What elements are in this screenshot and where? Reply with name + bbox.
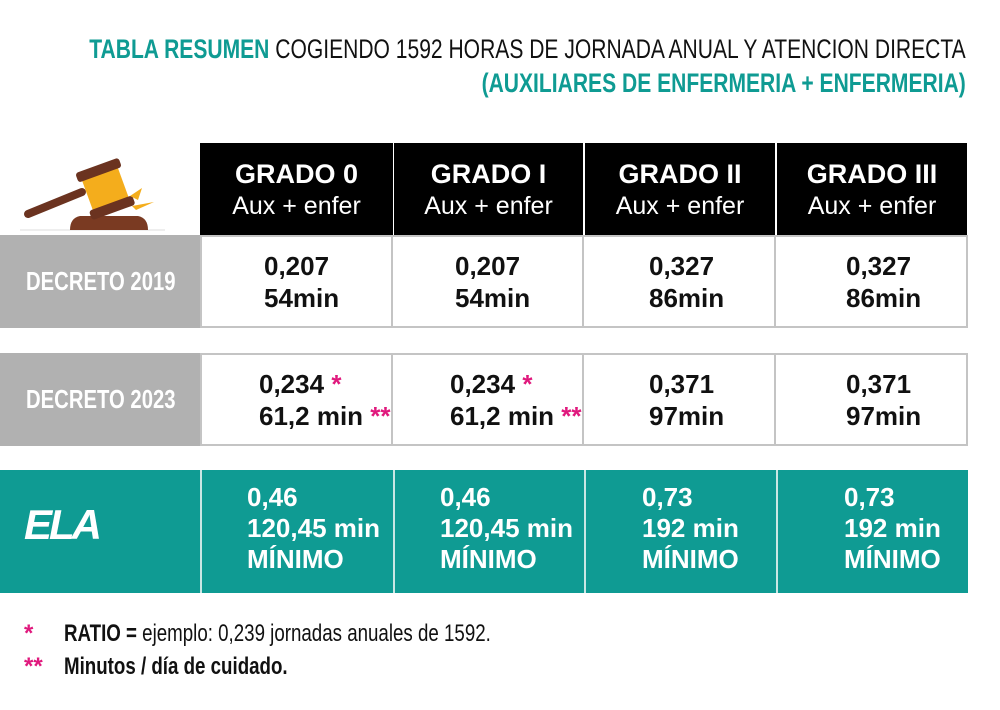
cell-2019-grado-1: 0,207 54min — [393, 235, 584, 328]
ratio: 0,327 — [846, 251, 912, 281]
minutes: 192 min — [642, 513, 739, 543]
column-header-grado-1: GRADO I Aux + enfer — [394, 143, 583, 235]
minutes: 120,45 min — [440, 513, 573, 543]
column-header-grado-3: GRADO III Aux + enfer — [777, 143, 967, 235]
minimum-label: MÍNIMO — [642, 544, 739, 574]
grado-sub: Aux + enfer — [424, 192, 553, 220]
minutes: 97min — [649, 401, 725, 431]
row-label-text: DECRETO 2019 — [26, 266, 176, 296]
minutes: 54min — [455, 283, 531, 313]
cell-ela-grado-2: 0,73 192 min MÍNIMO — [584, 470, 776, 593]
grado-sub: Aux + enfer — [807, 192, 937, 220]
cell-2023-grado-2: 0,371 97min — [584, 353, 776, 446]
footnote-bold: Minutos / día de cuidado. — [64, 653, 288, 680]
cell-ela-grado-3: 0,73 192 min MÍNIMO — [776, 470, 968, 593]
ratio: 0,73 — [642, 482, 693, 512]
minimum-label: MÍNIMO — [844, 544, 941, 574]
minutes: 61,2 min — [450, 401, 555, 431]
minimum-label: MÍNIMO — [247, 544, 344, 574]
row-label-text: DECRETO 2023 — [26, 384, 176, 414]
cell-ela-grado-0: 0,46 120,45 min MÍNIMO — [200, 470, 393, 593]
row-label-decreto-2019: DECRETO 2019 — [0, 235, 200, 328]
cell-2019-grado-2: 0,327 86min — [584, 235, 776, 328]
ratio: 0,327 — [649, 251, 715, 281]
ela-logo-text: ELA — [24, 505, 102, 545]
cell-2019-grado-0: 0,207 54min — [200, 235, 393, 328]
footnote-minutes: ** Minutos / día de cuidado. — [24, 653, 351, 681]
title-rest: COGIENDO 1592 HORAS DE JORNADA ANUAL Y A… — [269, 34, 966, 64]
grado-label: GRADO II — [618, 159, 742, 189]
minutes: 61,2 min — [259, 401, 364, 431]
cell-2023-grado-1: 0,234 * 61,2 min ** — [393, 353, 584, 446]
cell-2019-grado-3: 0,327 86min — [776, 235, 968, 328]
ratio: 0,207 — [264, 251, 330, 281]
minimum-label: MÍNIMO — [440, 544, 537, 574]
ratio: 0,73 — [844, 482, 895, 512]
title-subtitle: (AUXILIARES DE ENFERMERIA + ENFERMERIA) — [345, 68, 966, 99]
footnote-mark: * — [24, 620, 34, 647]
footnote-mark: ** — [24, 653, 43, 680]
footnote-text: ejemplo: 0,239 jornadas anuales de 1592. — [136, 620, 491, 647]
footnote-ratio: * RATIO = ejemplo: 0,239 jornadas anuales… — [24, 620, 611, 648]
grado-label: GRADO 0 — [234, 159, 359, 189]
minutes: 120,45 min — [247, 513, 380, 543]
grado-label: GRADO III — [806, 159, 938, 189]
ratio: 0,207 — [455, 251, 521, 281]
asterisk-mark: * — [331, 369, 342, 399]
double-asterisk-mark: ** — [561, 401, 582, 431]
ratio: 0,234 — [450, 369, 516, 399]
grado-label: GRADO I — [430, 159, 547, 189]
title-line-1: TABLA RESUMEN COGIENDO 1592 HORAS DE JOR… — [0, 34, 966, 65]
column-header-grado-2: GRADO II Aux + enfer — [585, 143, 775, 235]
ratio: 0,371 — [649, 369, 715, 399]
ratio: 0,46 — [440, 482, 491, 512]
ratio: 0,46 — [247, 482, 298, 512]
footnote-bold: RATIO = — [64, 620, 137, 647]
cell-ela-grado-1: 0,46 120,45 min MÍNIMO — [393, 470, 584, 593]
minutes: 192 min — [844, 513, 941, 543]
cell-2023-grado-3: 0,371 97min — [776, 353, 968, 446]
row-label-decreto-2023: DECRETO 2023 — [0, 353, 200, 446]
ela-logo: ELA — [24, 505, 114, 545]
subtitle-text: (AUXILIARES DE ENFERMERIA + ENFERMERIA) — [481, 68, 966, 98]
title-highlight: TABLA RESUMEN — [89, 34, 270, 64]
double-asterisk-mark: ** — [370, 401, 391, 431]
ratio: 0,371 — [846, 369, 912, 399]
grado-sub: Aux + enfer — [232, 192, 361, 220]
column-header-grado-0: GRADO 0 Aux + enfer — [200, 143, 393, 235]
minutes: 97min — [846, 401, 922, 431]
grado-sub: Aux + enfer — [615, 192, 745, 220]
minutes: 54min — [264, 283, 340, 313]
ratio: 0,234 — [259, 369, 325, 399]
asterisk-mark: * — [522, 369, 533, 399]
cell-2023-grado-0: 0,234 * 61,2 min ** — [200, 353, 393, 446]
minutes: 86min — [846, 283, 922, 313]
minutes: 86min — [649, 283, 725, 313]
gavel-icon — [20, 158, 165, 231]
